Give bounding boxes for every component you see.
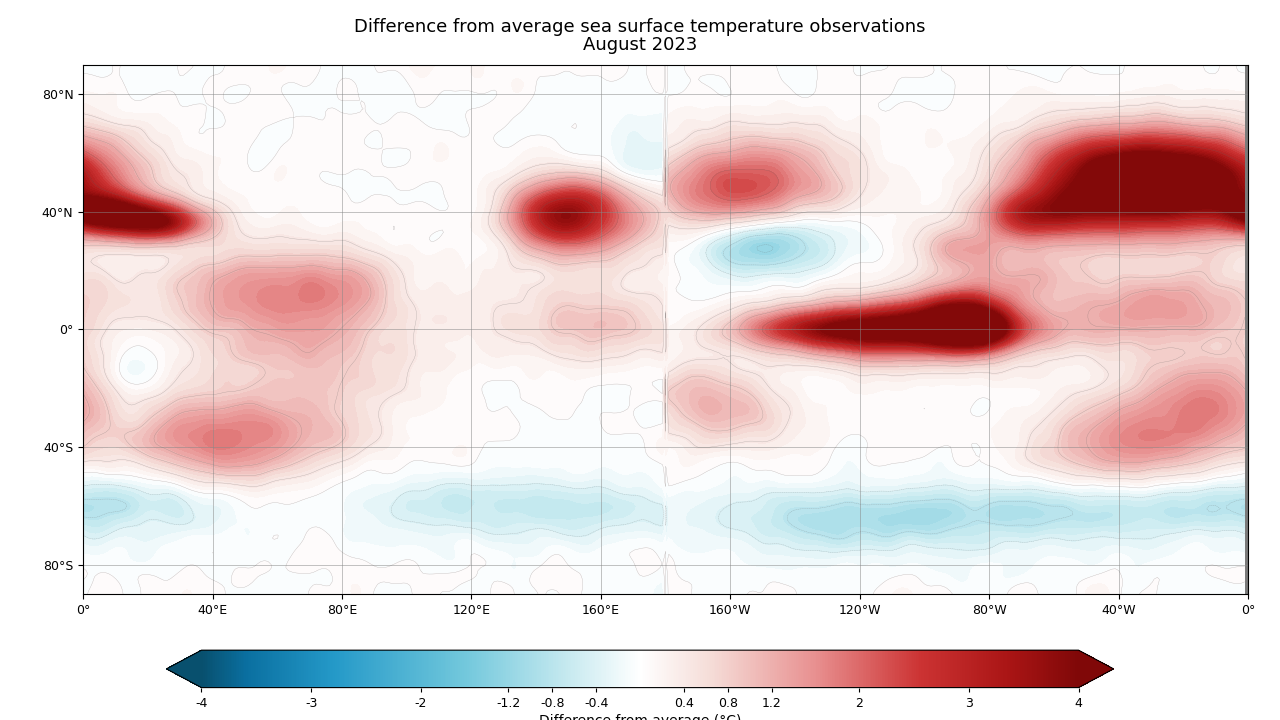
PathPatch shape	[166, 650, 201, 688]
PathPatch shape	[1079, 650, 1114, 688]
X-axis label: Difference from average (°C): Difference from average (°C)	[539, 714, 741, 720]
Text: August 2023: August 2023	[582, 37, 698, 55]
Text: Difference from average sea surface temperature observations: Difference from average sea surface temp…	[355, 19, 925, 37]
